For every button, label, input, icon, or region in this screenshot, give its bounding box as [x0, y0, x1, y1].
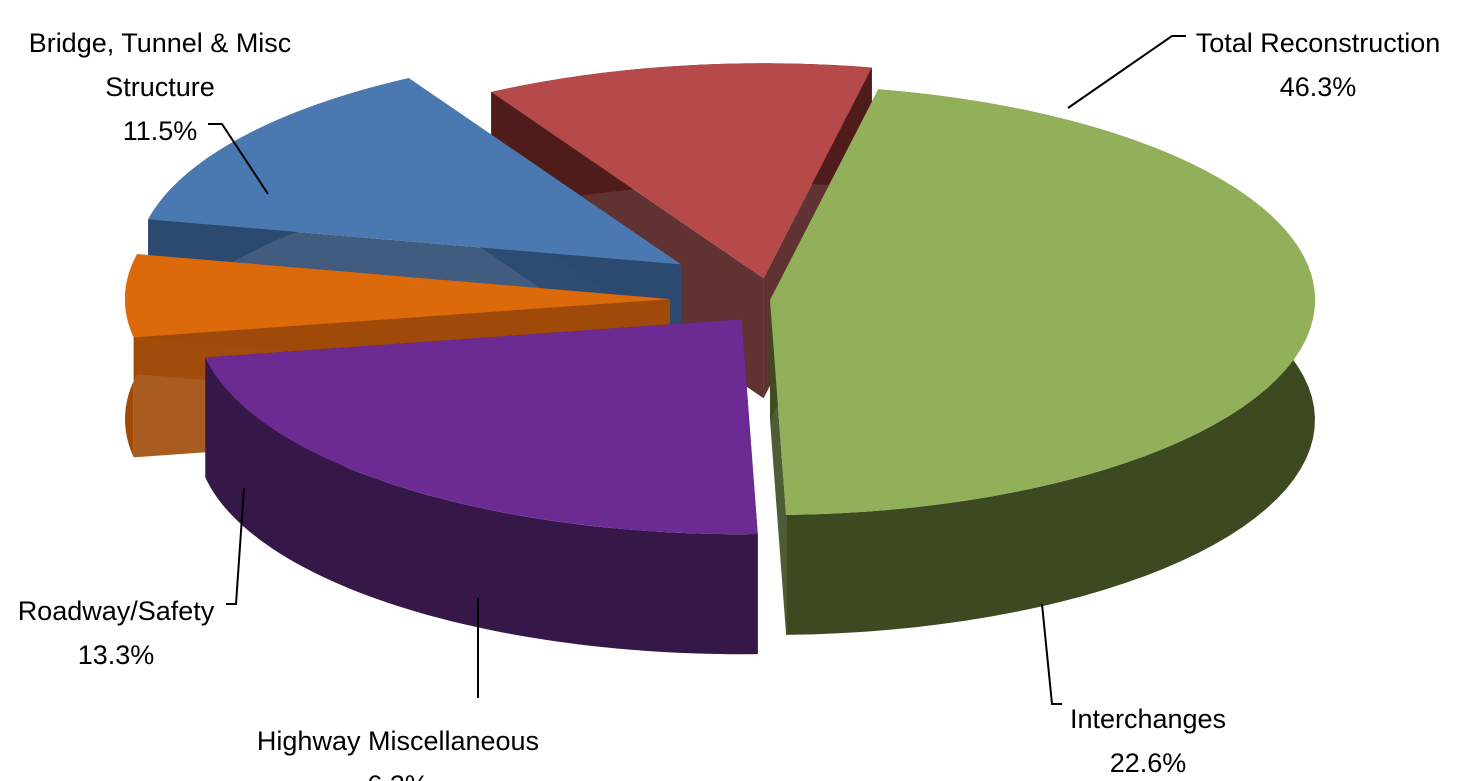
- slice-roadway-safety: [148, 78, 682, 265]
- slice-total-reconstruction: [770, 89, 1316, 515]
- leader-line-total-reconstruction: [1067, 35, 1186, 109]
- leader-line-bridge-tunnel-misc-structure: [208, 123, 269, 195]
- slice-interchanges: [205, 319, 758, 535]
- value-label-interchanges: 22.6%: [1110, 748, 1187, 778]
- slice-top-layer: [125, 63, 1316, 535]
- value-label-highway-miscellaneous: 6.2%: [367, 770, 429, 781]
- leader-line-interchanges: [1041, 603, 1062, 705]
- category-label-roadway-safety: Roadway/Safety: [18, 596, 215, 626]
- category-label-total-reconstruction: Total Reconstruction: [1196, 28, 1441, 58]
- category-label-interchanges: Interchanges: [1070, 704, 1226, 734]
- value-label-roadway-safety: 13.3%: [78, 640, 155, 670]
- slice-cut-total-reconstruction-1: [770, 300, 787, 635]
- category-label-bridge-tunnel-misc-structure: Structure: [105, 72, 215, 102]
- leader-lines: [208, 35, 1186, 705]
- value-label-total-reconstruction: 46.3%: [1280, 72, 1357, 102]
- slice-labels: Total Reconstruction 46.3% Interchanges 22.…: [18, 28, 1441, 781]
- value-label-bridge-tunnel-misc-structure: 11.5%: [123, 116, 198, 146]
- category-label-bridge-tunnel-misc-structure: Bridge, Tunnel & Misc: [29, 28, 292, 58]
- leader-line-roadway-safety: [226, 487, 245, 605]
- slice-highway-miscellaneous: [125, 254, 671, 338]
- slice-bridge-tunnel-misc-structure: [491, 63, 872, 279]
- slice-side-interchanges: [205, 357, 758, 655]
- category-label-highway-miscellaneous: Highway Miscellaneous: [257, 726, 539, 756]
